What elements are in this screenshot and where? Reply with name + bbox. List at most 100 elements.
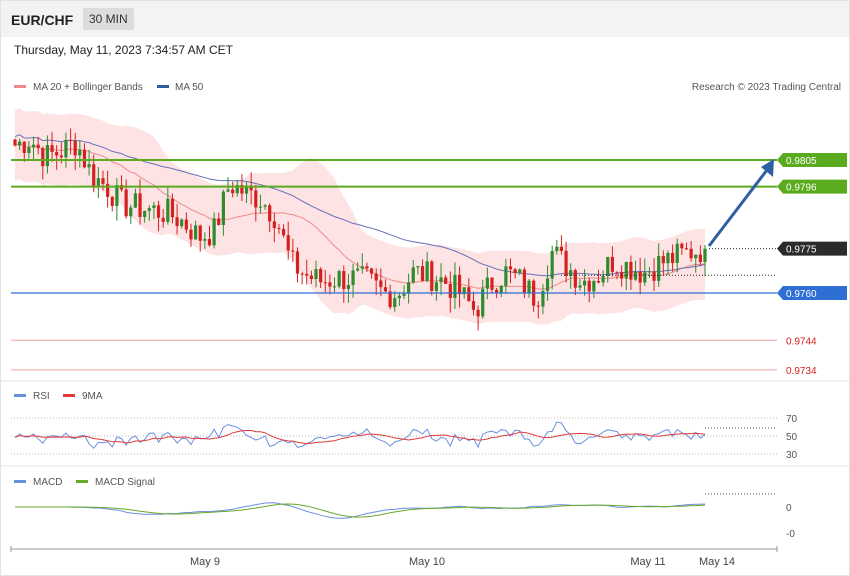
candle (22, 141, 26, 162)
candle (365, 262, 369, 273)
candle (31, 136, 36, 161)
ma50-line (14, 134, 706, 277)
ma20-line (14, 143, 706, 290)
candle (286, 221, 290, 260)
copyright-text: Research © 2023 Trading Central (692, 82, 841, 93)
candle-body (393, 298, 397, 308)
candle (207, 225, 212, 247)
candle-body (268, 205, 272, 222)
candle (332, 277, 337, 293)
candle (106, 170, 110, 208)
candle-body (518, 269, 522, 274)
level-label: 0.9760 (786, 289, 817, 300)
candle (281, 224, 286, 238)
candle (346, 273, 351, 303)
candle (643, 258, 647, 286)
candle-body (434, 282, 439, 291)
price-level-support: 0.9760 (11, 286, 847, 300)
candle-body (240, 185, 244, 194)
candle (41, 146, 45, 180)
ma20-legend-label: MA 20 + Bollinger Bands (33, 82, 143, 93)
price-level-secondary_support: 0.9744 (11, 336, 817, 347)
candle-body (68, 139, 73, 141)
candle-body (13, 139, 17, 146)
timeframe-badge[interactable]: 30 MIN (83, 8, 134, 30)
price-levels: 0.9805 0.9796 0.9775 0.9760 0.9744 0.9734 (11, 153, 847, 377)
candle (156, 200, 161, 232)
candle (434, 275, 439, 301)
candle (397, 292, 401, 306)
candle-body (439, 277, 443, 283)
candle (694, 254, 698, 273)
projection-arrow-line (707, 169, 769, 247)
candle-body (82, 149, 87, 168)
candle-body (360, 266, 364, 269)
candle-body (351, 270, 355, 286)
candle (680, 242, 684, 255)
candle (545, 265, 550, 301)
candle-body (342, 271, 346, 290)
candle-body (680, 243, 684, 249)
candle-body (124, 189, 128, 217)
candle (249, 172, 253, 205)
candle-body (559, 246, 564, 251)
candle-body (319, 268, 323, 283)
candle (342, 265, 346, 303)
candle (647, 267, 652, 279)
candle (467, 278, 471, 302)
candle-body (180, 219, 184, 227)
level-label: 0.9805 (786, 156, 817, 167)
candle (564, 241, 568, 283)
candle-body (249, 185, 253, 191)
candle-body (254, 190, 258, 208)
candle-body (96, 178, 100, 187)
candle-body (281, 228, 286, 236)
candle-body (499, 285, 503, 294)
candle-body (490, 277, 494, 290)
candle (629, 255, 633, 290)
candle-body (175, 217, 179, 227)
candle (143, 210, 147, 223)
candle-body (226, 189, 230, 192)
candle (212, 212, 216, 249)
price-level-secondary_support: 0.9734 (11, 366, 817, 377)
candle (73, 132, 77, 171)
candle (555, 239, 559, 255)
candle-body (416, 266, 420, 268)
candle-body (462, 287, 466, 295)
candle (55, 145, 59, 170)
candle (309, 270, 313, 284)
candle (476, 305, 480, 331)
candle (610, 246, 614, 277)
candle-body (638, 272, 642, 283)
candle-body (337, 271, 341, 287)
level-tag (777, 153, 847, 167)
candle-body (633, 272, 638, 280)
rsi-legend-swatch (14, 394, 26, 397)
rsi-ma-legend-label: 9MA (82, 391, 103, 402)
candle (448, 271, 452, 313)
candle (471, 291, 476, 316)
candle (45, 135, 50, 174)
candle-body (369, 268, 374, 274)
candle-body (569, 270, 573, 276)
candle-body (643, 272, 647, 283)
candle-body (332, 286, 337, 288)
candle-body (545, 278, 550, 291)
candle-body (45, 145, 50, 167)
candle (78, 140, 82, 168)
candle-body (587, 280, 591, 292)
candle (508, 258, 513, 284)
candle (50, 131, 54, 162)
rsi-line (14, 421, 706, 450)
candle-body (397, 295, 401, 299)
candle-body (444, 277, 448, 284)
ma20-legend-swatch (14, 85, 26, 88)
candle-body (277, 227, 281, 229)
candle (569, 263, 573, 289)
candle (184, 212, 188, 234)
ma50-legend-swatch (157, 85, 169, 88)
candle-body (138, 193, 142, 217)
x-tick-label: May 10 (409, 556, 445, 568)
